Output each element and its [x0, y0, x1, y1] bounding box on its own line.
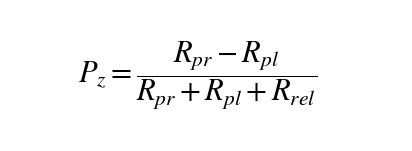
Text: $\mathit{P}_{z} = \dfrac{R_{pr} - R_{pl}}{R_{pr} + R_{pl} + R_{rel}}$: $\mathit{P}_{z} = \dfrac{R_{pr} - R_{pl}…: [78, 40, 317, 111]
